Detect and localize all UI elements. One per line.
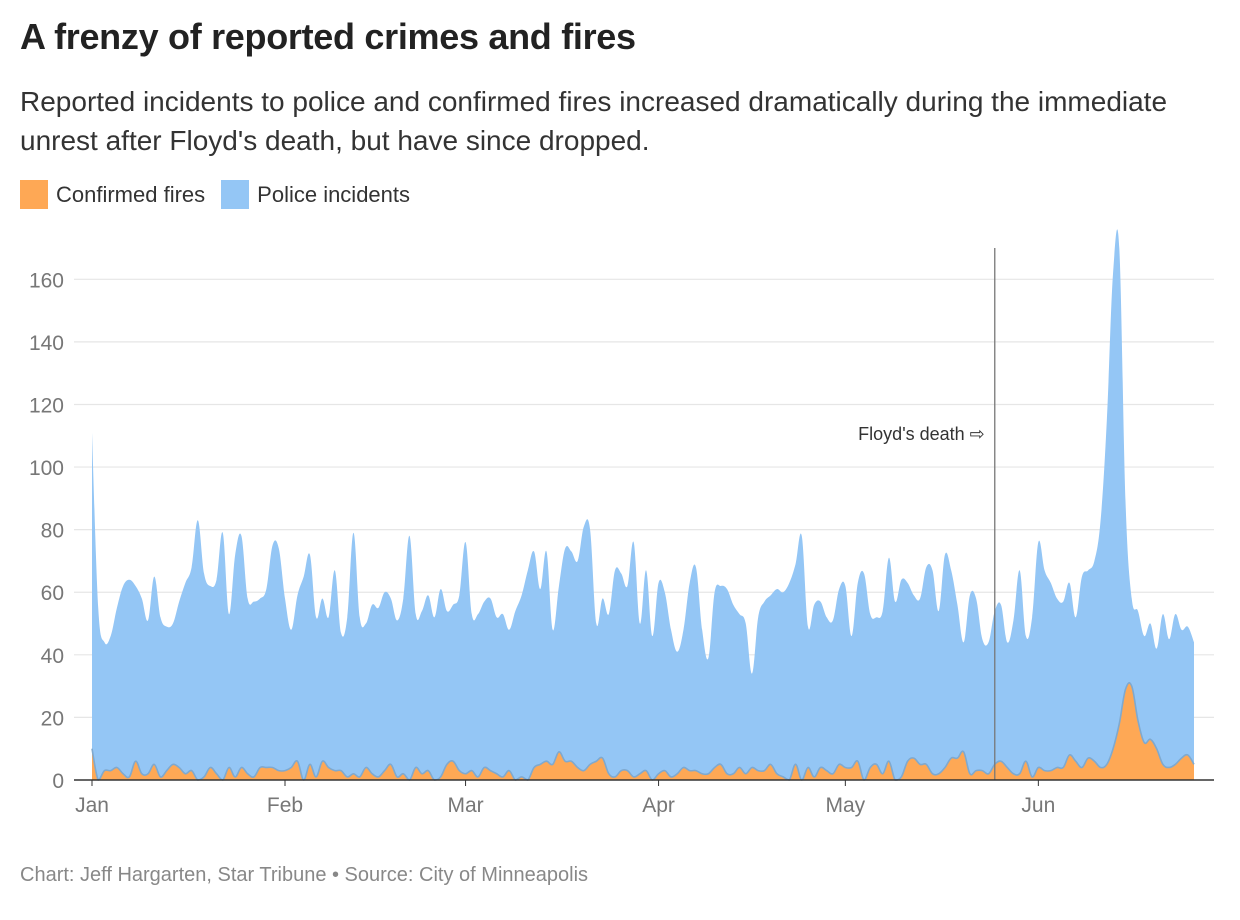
y-tick-label-40: 40 [41,645,64,668]
x-tick-label-jun: Jun [1021,794,1055,817]
chart-subtitle: Reported incidents to police and confirm… [20,86,1168,156]
y-tick-label-80: 80 [41,520,64,543]
legend-swatch-fires [20,180,48,209]
series-area-police-incidents [92,229,1194,780]
y-tick-label-20: 20 [41,707,64,730]
source-credit: Chart: Jeff Hargarten, Star Tribune • So… [20,864,589,886]
legend-swatch-police [221,180,250,209]
series-area-confirmed-fires [92,682,1194,780]
x-tick-label-jan: Jan [75,794,109,817]
y-tick-label-120: 120 [29,394,64,417]
series-line-confirmed-fires [91,682,1195,781]
legend-item-police-incidents[interactable]: Police incidents [221,180,410,209]
y-tick-label-0: 0 [52,770,64,793]
annotation-label-floyds-death: Floyd's death ⇨ [858,424,985,444]
x-tick-label-may: May [826,794,866,817]
chart-title: A frenzy of reported crimes and fires [20,16,636,57]
x-tick-label-mar: Mar [447,794,483,817]
y-tick-label-140: 140 [29,332,64,355]
legend-label-fires: Confirmed fires [56,181,206,207]
legend-label-police: Police incidents [257,181,411,207]
legend: Confirmed fires Police incidents [20,180,426,209]
x-tick-label-feb: Feb [267,794,303,817]
y-tick-label-60: 60 [41,582,64,605]
y-tick-label-100: 100 [29,457,64,480]
y-tick-label-160: 160 [29,269,64,292]
x-tick-label-apr: Apr [642,794,675,817]
legend-item-confirmed-fires[interactable]: Confirmed fires [20,180,205,209]
